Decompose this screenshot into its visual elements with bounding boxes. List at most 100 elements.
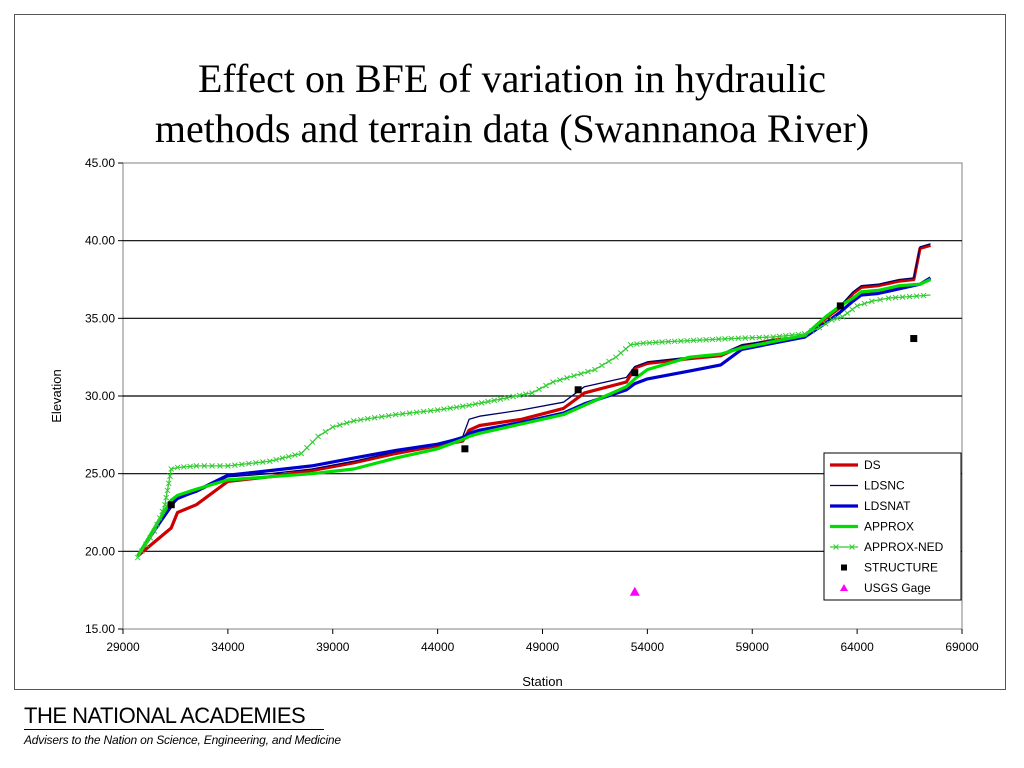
legend-label: APPROX [864,520,914,534]
series-point-approx-ned [816,324,823,331]
series-point-approx-ned [665,338,672,345]
series-point-approx-ned [913,293,920,299]
series-point-approx-ned [239,461,245,468]
series-point-approx-ned [453,404,460,411]
series-point-approx-ned [892,294,899,301]
series-point-approx-ned [259,459,266,465]
series-point-approx-ned [165,480,172,487]
series-point-approx-ned [782,332,789,339]
x-axis-label: Station [522,674,562,689]
series-point-approx-ned [357,416,364,423]
series-point-approx-ned [789,332,795,338]
legend-label: LDSNAT [864,499,911,513]
usgs-gage-marker [629,586,640,596]
series-point-approx-ned [225,463,231,469]
y-axis-label: Elevation [49,369,64,422]
series-point-approx-ned [252,459,259,466]
series-point-approx-ned [592,366,598,373]
series-point-approx-ned [180,464,187,470]
series-point-approx-ned [298,450,305,457]
series-point-approx-ned [709,336,716,343]
series-point-approx-ned [466,402,472,409]
series-point-approx-ned [839,313,846,320]
org-divider [24,729,324,730]
legend-label: DS [864,458,881,472]
series-point-approx-ned [406,410,413,416]
structure-marker [574,386,582,394]
series-point-approx-ned [164,487,171,494]
y-tick-label: 45.00 [85,156,115,170]
series-point-approx-ned [139,548,145,554]
series-point-approx-ned [399,411,406,417]
series-point-approx-ned [543,382,549,389]
series-point-approx-ned [516,392,523,399]
series-point-approx-ned [491,397,498,404]
series-point-approx-ned [151,528,158,534]
series-point-approx-ned [147,534,154,541]
series-point-approx-ned [459,403,466,410]
series-point-approx-ned [652,339,659,346]
title-line-1: Effect on BFE of variation in hydraulic [198,56,826,101]
series-point-approx-ned [634,341,640,347]
series-point-approx-ned [617,350,624,356]
series-point-approx-ned [564,375,570,381]
series-point-approx-ned [776,333,783,340]
series-point-approx-ned [343,420,350,426]
slide-title: Effect on BFE of variation in hydraulic … [0,54,1024,154]
y-tick-label: 40.00 [85,234,115,248]
series-point-approx-ned [613,354,619,361]
series-point-approx-ned [134,554,141,561]
series-point-approx-ned [770,334,777,340]
series-point-approx-ned [292,452,298,458]
title-line-2: methods and terrain data (Swannanoa Rive… [154,106,870,151]
series-point-approx-ned [420,408,427,415]
series-line-approx-ned [137,294,931,558]
legend-swatch-marker [840,584,848,591]
series-point-approx-ned [529,390,535,396]
series-point-approx-ned [899,294,906,300]
series-point-approx-ned [413,409,420,416]
x-tick-label: 44000 [421,640,455,654]
series-point-approx-ned [854,303,860,309]
series-point-approx-ned [273,456,279,463]
series-point-approx-ned [322,428,329,435]
x-tick-label: 34000 [211,640,245,654]
series-point-approx-ned [599,362,605,369]
series-point-approx-ned [364,415,371,422]
series-point-approx-ned [606,358,612,365]
series-point-approx-ned [162,501,168,508]
y-tick-label: 15.00 [85,622,115,636]
series-point-approx-ned [336,422,343,428]
series-point-approx-ned [163,494,170,501]
series-point-approx-ned [209,463,215,469]
series-point-approx-ned [434,407,441,413]
org-name: THE NATIONAL ACADEMIES [24,703,306,728]
legend-swatch-marker [841,564,847,571]
series-point-approx-ned [684,337,691,344]
series-point-approx-ned [550,379,556,385]
x-tick-label: 54000 [631,640,665,654]
series-point-approx-ned [742,335,749,341]
org-tagline: Advisers to the Nation on Science, Engin… [24,733,341,747]
series-point-approx-ned [844,310,851,317]
series-point-approx-ned [868,298,875,305]
series-point-approx-ned [245,460,252,467]
legend-label: LDSNC [864,479,905,493]
series-point-approx-ned [159,508,166,515]
series-point-approx-ned [315,433,321,440]
series-point-approx-ned [640,340,647,347]
series-point-approx-ned [728,335,735,342]
series-point-approx-ned [861,300,868,307]
series-point-approx-ned [279,455,286,461]
legend-label: STRUCTURE [864,561,938,575]
series-point-approx-ned [763,334,770,341]
series-point-approx-ned [522,391,529,397]
series-point-approx-ned [622,346,629,352]
series-point-approx-ned [154,521,160,528]
series-point-approx-ned [849,306,856,313]
series-point-approx-ned [756,334,763,341]
series-point-approx-ned [378,413,385,420]
series-point-approx-ned [715,336,722,343]
legend-swatch-marker [833,544,839,550]
series-point-approx-ned [795,331,802,338]
